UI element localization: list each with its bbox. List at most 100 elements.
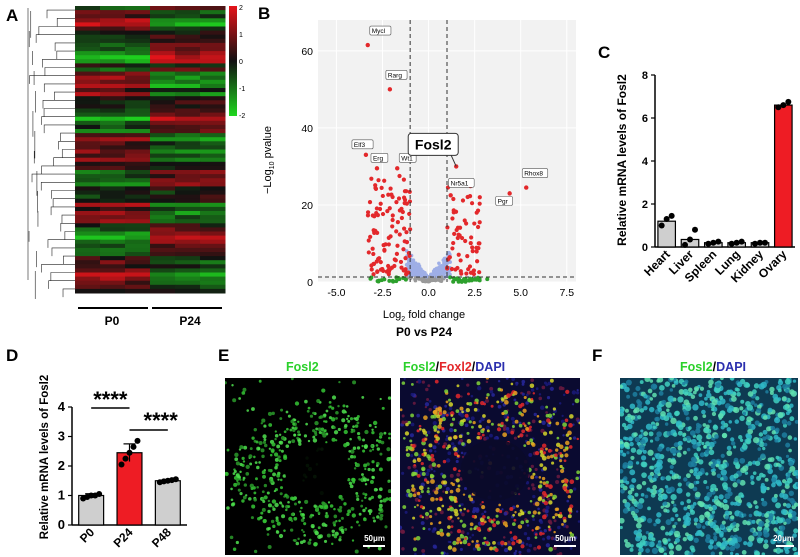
heatmap-cell	[100, 129, 126, 134]
cell-nucleus	[362, 492, 365, 496]
cell-nucleus	[620, 408, 625, 414]
cell-nucleus	[523, 424, 527, 428]
cell-nucleus	[468, 420, 472, 424]
cell-nucleus	[274, 502, 279, 508]
cell-nucleus	[530, 378, 535, 383]
cell-nucleus	[646, 541, 651, 546]
cell-nucleus	[364, 467, 367, 471]
cell-nucleus	[364, 429, 369, 435]
cell-nucleus	[661, 493, 668, 500]
cell-nucleus	[344, 424, 348, 428]
cell-nucleus	[310, 513, 314, 517]
cell-nucleus	[525, 426, 530, 431]
cell-nucleus	[362, 508, 366, 513]
heatmap-cell	[100, 6, 126, 11]
data-point	[658, 222, 665, 229]
micrograph-f-title: Fosl2/DAPI	[680, 360, 746, 374]
volcano-point-significant	[388, 186, 393, 191]
cell-nucleus	[463, 486, 468, 491]
cell-nucleus	[481, 512, 485, 516]
cell-nucleus	[527, 421, 531, 425]
data-point	[785, 98, 792, 105]
cell-nucleus	[472, 509, 476, 514]
cell-nucleus	[555, 479, 560, 485]
cell-nucleus	[770, 425, 776, 431]
heatmap-cell	[200, 227, 226, 232]
heatmap-cell	[125, 288, 151, 294]
volcano-point-significant	[474, 210, 479, 215]
slash: /	[712, 360, 717, 374]
cell-nucleus	[720, 453, 725, 459]
volcano-point-significant	[390, 224, 395, 229]
cell-nucleus	[318, 415, 322, 419]
cell-nucleus	[323, 420, 326, 423]
cell-nucleus	[654, 436, 660, 442]
cell-nucleus	[732, 478, 737, 482]
cell-nucleus	[459, 508, 463, 512]
cell-nucleus	[386, 447, 391, 452]
cell-nucleus	[753, 383, 760, 389]
heatmap-cell	[175, 96, 201, 101]
cell-nucleus	[526, 536, 531, 541]
volcano-point-fc	[456, 279, 461, 284]
cell-nucleus	[785, 411, 790, 416]
heatmap-cell	[125, 276, 151, 282]
heatmap-cell	[125, 202, 151, 208]
cell-nucleus	[261, 418, 266, 423]
cell-nucleus	[369, 480, 374, 484]
cell-nucleus	[533, 412, 537, 417]
cell-nucleus	[421, 472, 426, 477]
cell-nucleus	[695, 523, 702, 529]
volcano-point-fc	[469, 278, 474, 283]
colorbar-tick: 1	[239, 32, 243, 39]
cell-nucleus	[513, 398, 517, 402]
cell-nucleus	[343, 443, 348, 448]
cell-nucleus	[304, 399, 308, 404]
heatmap-cell	[100, 284, 126, 290]
cell-nucleus	[747, 391, 754, 397]
volcano-point-significant	[367, 200, 373, 205]
cell-nucleus	[686, 504, 692, 510]
cell-nucleus	[538, 420, 542, 424]
volcano-ylabel: −Log10 pvalue	[262, 126, 276, 194]
cell-nucleus	[764, 513, 770, 519]
cell-nucleus	[476, 381, 481, 386]
cell-nucleus	[750, 400, 755, 405]
heatmap-cell	[125, 178, 151, 183]
cell-nucleus	[732, 521, 737, 526]
cell-nucleus	[520, 412, 525, 417]
cell-nucleus	[730, 441, 736, 446]
volcano-point	[421, 269, 425, 274]
cell-nucleus	[356, 520, 359, 524]
cell-nucleus	[570, 533, 575, 538]
cell-nucleus	[623, 476, 628, 481]
cell-nucleus	[636, 484, 642, 490]
heatmap-cell	[200, 137, 226, 142]
cell-nucleus	[626, 451, 630, 455]
cell-nucleus	[699, 514, 705, 521]
heatmap-cell	[100, 223, 126, 228]
cell-nucleus	[405, 452, 411, 457]
heatmap-cell	[125, 149, 151, 155]
cell-nucleus	[794, 419, 798, 424]
cell-nucleus	[536, 545, 542, 550]
heatmap-cell	[200, 120, 226, 126]
micrograph-merge: 50μm	[400, 378, 580, 555]
cell-nucleus	[711, 510, 716, 514]
cell-nucleus	[449, 422, 454, 427]
cell-nucleus	[429, 522, 433, 526]
cell-nucleus	[788, 460, 794, 467]
heatmap-cell	[75, 272, 101, 278]
dendrogram-branch	[50, 272, 75, 281]
cell-nucleus	[266, 491, 270, 495]
heatmap-cell	[200, 288, 226, 294]
heatmap-cell	[100, 92, 126, 97]
cell-nucleus	[575, 391, 580, 395]
cell-nucleus	[288, 516, 293, 522]
y-tick-label: 2	[642, 199, 648, 211]
cell-nucleus	[549, 378, 554, 383]
cell-nucleus	[692, 486, 698, 492]
y-tick-label: 0	[307, 277, 313, 289]
volcano-point-significant	[375, 269, 380, 274]
heatmap-cell	[75, 186, 101, 191]
